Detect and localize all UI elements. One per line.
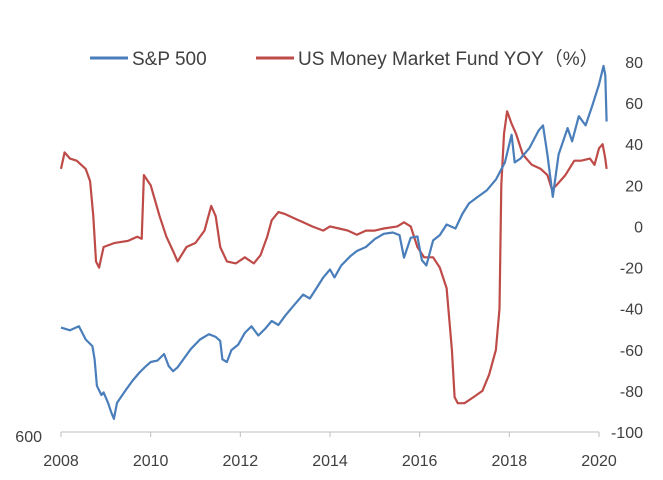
x-tick-label: 2010	[133, 453, 169, 470]
x-tick-label: 2014	[312, 453, 348, 470]
right-tick-label: 80	[625, 55, 643, 72]
x-tick-label: 2018	[492, 453, 528, 470]
x-tick-label: 2016	[402, 453, 438, 470]
legend-label-0: S&P 500	[132, 49, 207, 70]
left-axis-ticks: 600	[15, 429, 42, 446]
legend-label-1: US Money Market Fund YOY（%）	[298, 48, 599, 70]
right-tick-label: 40	[625, 137, 643, 154]
right-tick-label: -100	[611, 425, 643, 442]
right-tick-label: 60	[625, 96, 643, 113]
right-tick-label: -40	[620, 302, 643, 319]
legend: S&P 500 US Money Market Fund YOY（%）	[90, 48, 599, 70]
left-tick-label: 600	[15, 429, 42, 446]
x-axis-ticks: 2008 2010 2012 2014 2016 2018 2020	[43, 432, 617, 470]
right-tick-label: 0	[634, 219, 643, 236]
series-layer	[59, 64, 608, 420]
right-tick-label: -60	[620, 343, 643, 360]
right-axis-ticks: 80 60 40 20 0 -20 -40 -60 -80 -100	[611, 55, 643, 442]
series-line-1	[59, 110, 608, 405]
right-tick-label: -20	[620, 261, 643, 278]
x-tick-label: 2008	[43, 453, 79, 470]
x-tick-label: 2020	[581, 453, 617, 470]
x-tick-label: 2012	[223, 453, 259, 470]
right-tick-label: -80	[620, 384, 643, 401]
series-line-0	[60, 64, 608, 420]
right-tick-label: 20	[625, 178, 643, 195]
